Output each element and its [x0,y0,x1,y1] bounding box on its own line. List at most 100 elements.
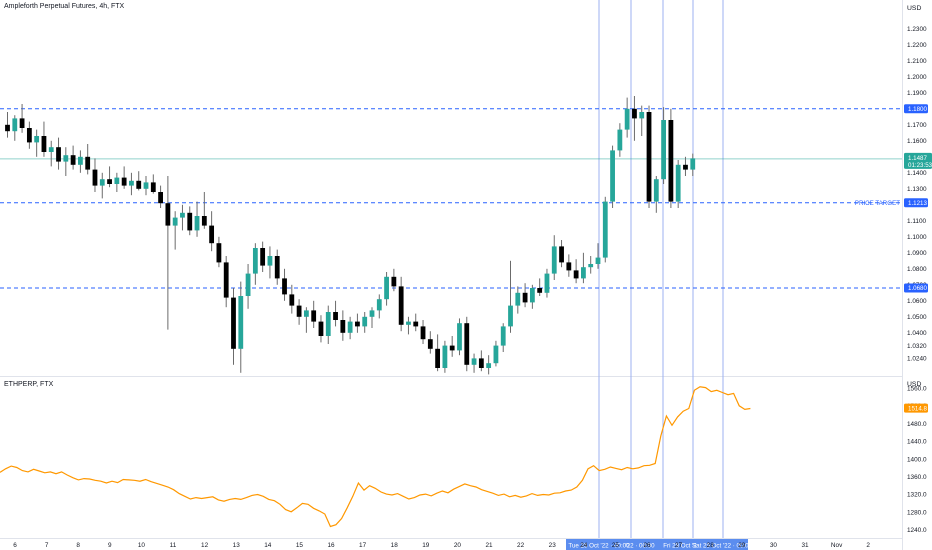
time-tick-label: 21 [485,542,493,549]
candle-body [48,147,54,152]
candle-body [296,305,302,317]
candle-body [347,321,353,333]
time-tick-label: 11 [170,542,177,549]
axes: USD 1.2300 1.2200 1.2100 1.2000 1.1900 1.1800 1… [13,5,927,549]
time-marker-label: Sat 29 Oct '22 · 00:00 [692,543,753,550]
time-tick-label: 25 [612,542,620,549]
price-tick-label: 1.0400 [907,330,927,337]
level-badge [904,283,928,293]
eth-tick-label: 1360.0 [907,474,927,481]
time-tick-label: 7 [45,542,49,549]
candle-body [136,180,142,189]
candle-body [238,296,244,349]
time-tick-label: 17 [359,542,367,549]
candle-body [143,182,149,189]
time-tick-label: 8 [76,542,80,549]
candle-body [398,286,404,325]
time-tick-label: 19 [422,542,430,549]
candle-body [216,243,222,263]
level-badge [904,198,928,208]
candle-body [661,120,666,180]
candle-body [478,358,484,368]
price-tick-label: 1.1300 [907,186,927,193]
time-tick-label: 13 [233,542,241,549]
current-price-label: 1.1487 [908,155,927,162]
eth-tick-label: 1400.0 [907,456,927,463]
candle-body [413,321,419,327]
candle-body [690,158,696,170]
candle-body [668,120,674,202]
candle-body [85,156,91,170]
candle-body [223,262,229,298]
time-tick-label: 30 [770,542,778,549]
candle-body [172,217,178,226]
time-tick-label: 15 [296,542,304,549]
candle-body [442,345,448,368]
time-tick-label: 2 [866,542,870,549]
time-marker-label: Fri 28 Oct '2 [663,543,697,550]
sub-chart-title: ETHPERP, FTX [4,381,54,388]
candle-body [311,310,317,322]
candlestick-series [5,96,696,375]
level-badge-label: 1.0680 [908,285,927,292]
eth-tick-label: 1560.0 [907,385,927,392]
price-tick-label: 1.1600 [907,138,927,145]
price-tick-label: 1.0800 [907,266,927,273]
candle-body [559,246,564,263]
price-tick-label: 1.0320 [907,343,927,350]
candle-body [194,216,200,231]
candle-body [573,270,579,279]
level-badge [904,104,928,114]
candle-body [632,108,637,119]
candle-body [325,312,331,336]
candle-body [99,179,105,186]
candle-body [282,278,287,295]
candle-body [289,294,295,306]
candle-body [384,276,389,300]
candle-body [362,316,368,327]
candle-body [529,288,535,303]
price-tick-label: 1.0900 [907,250,927,257]
level-badge-label: 1.1800 [908,106,927,113]
candle-body [493,345,499,364]
candle-body [406,321,411,325]
candle-body [245,273,251,296]
time-tick-label: 6 [13,542,17,549]
price-tick-label: 1.1100 [907,218,927,225]
candle-body [19,118,25,128]
candle-body [201,216,207,226]
candle-body [464,323,470,365]
price-tick-label: 1.2000 [907,74,927,81]
price-tick-label: 1.1000 [907,234,927,241]
candle-body [551,246,557,274]
candle-body [121,177,127,186]
time-tick-label: Nov [831,542,843,549]
time-tick-label: 14 [264,542,272,549]
level-badge-label: 1.1213 [908,200,927,207]
candle-body [355,321,360,327]
eth-tick-label: 1320.0 [907,492,927,499]
eth-line [0,386,751,528]
candle-body [5,124,10,132]
candle-body [602,201,608,258]
time-tick-label: 26 [643,542,651,549]
candle-body [41,136,47,152]
eth-line-series [0,386,751,528]
candle-body [369,310,375,317]
candle-body [391,276,397,287]
candle-body [588,264,594,268]
candle-body [333,312,338,320]
eth-badge [904,403,928,413]
price-tick-label: 1.1900 [907,90,927,97]
time-tick-label: 16 [327,542,335,549]
candle-body [508,305,513,327]
candle-body [303,310,309,317]
candle-body [457,323,462,351]
time-tick-label: 9 [108,542,112,549]
candle-body [150,182,156,192]
candle-body [471,358,477,365]
candle-body [522,292,528,303]
candle-body [515,292,521,306]
candle-body [340,320,346,333]
